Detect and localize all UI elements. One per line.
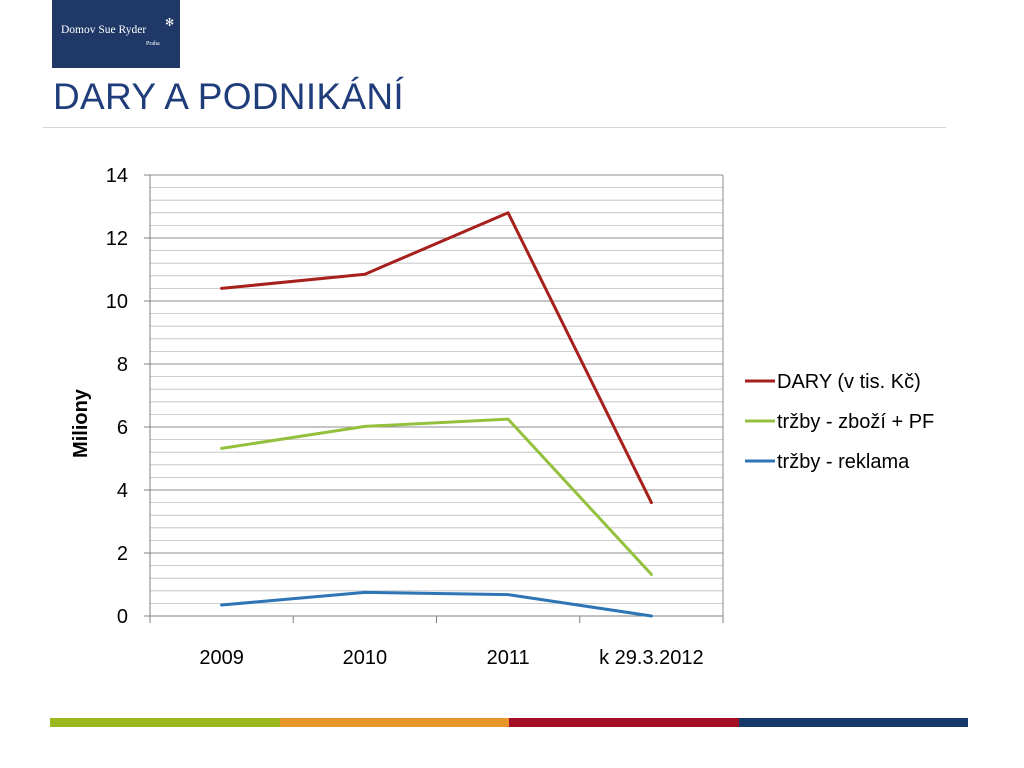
data-point <box>650 614 653 618</box>
legend-label: tržby - reklama <box>777 451 910 473</box>
y-tick-label: 14 <box>106 165 128 187</box>
bottom-bar-orange-segment <box>279 718 509 727</box>
data-point <box>506 211 510 214</box>
y-tick-label: 12 <box>106 228 128 250</box>
x-tick-label: k 29.3.2012 <box>599 647 704 669</box>
bottom-bar-navy-segment <box>738 718 968 727</box>
y-tick-label: 10 <box>106 291 128 313</box>
legend-label: DARY (v tis. Kč) <box>777 371 921 393</box>
y-tick-label: 0 <box>117 606 128 628</box>
y-tick-label: 6 <box>117 417 128 439</box>
y-tick-label: 8 <box>117 354 128 376</box>
bottom-color-bar <box>50 718 968 727</box>
data-point <box>220 603 223 607</box>
x-tick-label: 2010 <box>343 647 388 669</box>
series-line-3 <box>220 590 653 618</box>
series-line-1 <box>220 211 653 505</box>
series-line-2 <box>220 417 653 576</box>
data-point <box>506 417 510 421</box>
logo-city: Praha <box>146 41 160 47</box>
data-point <box>363 425 367 428</box>
title-divider <box>43 127 946 128</box>
x-tick-label: 2011 <box>487 647 530 669</box>
bottom-bar-red-segment <box>509 718 739 727</box>
bottom-bar-green-segment <box>50 718 280 727</box>
y-tick-label: 2 <box>117 543 128 565</box>
y-tick-label: 4 <box>117 480 128 502</box>
legend-label: tržby - zboží + PF <box>777 411 934 433</box>
data-point <box>220 287 223 290</box>
data-point <box>506 593 510 596</box>
data-point <box>650 573 653 576</box>
logo-name: Domov Sue Ryder <box>61 24 147 36</box>
data-point <box>363 591 367 594</box>
data-point <box>220 447 223 450</box>
x-tick-label: 2009 <box>199 647 244 669</box>
y-axis-title: Miliony <box>70 388 92 458</box>
data-point <box>363 273 367 276</box>
logo-star-icon: ✻ <box>165 17 175 29</box>
brand-logo: Domov Sue Ryder ✻ Praha <box>52 0 180 68</box>
data-point <box>650 501 653 504</box>
page-title: DARY A PODNIKÁNÍ <box>53 76 404 117</box>
